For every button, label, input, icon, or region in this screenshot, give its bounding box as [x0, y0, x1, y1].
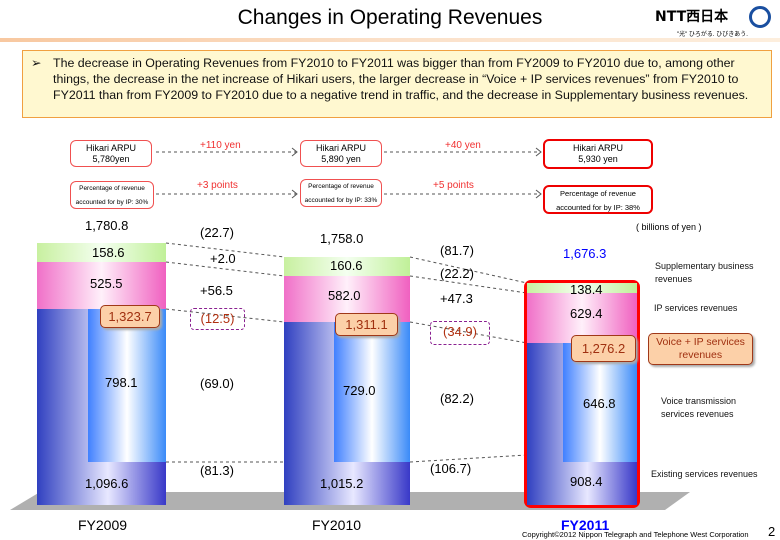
page-title: Changes in Operating Revenues	[237, 6, 543, 29]
ipshare-change-1: +3 points	[197, 180, 238, 191]
bar-fy2009	[37, 243, 166, 505]
total-label: 1,758.0	[320, 231, 364, 246]
voice-ip-label: 1,276.2	[571, 335, 636, 362]
change-total: (81.7)	[440, 243, 474, 258]
voice-label: 646.8	[583, 396, 616, 411]
total-label: 1,780.8	[85, 218, 129, 233]
ip-label: 582.0	[328, 288, 361, 303]
ip-label: 629.4	[570, 306, 603, 321]
voice-ip-label: 1,323.7	[100, 305, 160, 328]
voice-label: 798.1	[105, 375, 138, 390]
change-supplementary: +2.0	[210, 251, 236, 266]
arpu-fy2010: Hikari ARPU 5,890 yen	[300, 140, 382, 167]
arpu-change-2: +40 yen	[445, 140, 481, 151]
ipshare-value: accounted for by IP: 33%	[304, 197, 378, 204]
legend-supplementary: Supplementary business revenues	[655, 261, 754, 284]
connector-voice-1	[165, 308, 285, 323]
change-supplementary: (22.2)	[440, 266, 474, 281]
arpu-label: Hikari ARPU	[572, 143, 623, 153]
ipshare-label: Percentage of revenue	[79, 185, 145, 192]
category-label: FY2010	[312, 517, 362, 533]
legend-ip: IP services revenues	[654, 303, 738, 313]
copyright: Copyright©2012 Nippon Telegraph and Tele…	[522, 530, 749, 539]
voice-label: 729.0	[343, 383, 376, 398]
arpu-value: 5,780yen	[92, 154, 130, 164]
title-divider	[0, 38, 780, 42]
voice-ip-label: 1,311.1	[335, 313, 398, 336]
ipshare-change-2: +5 points	[433, 180, 474, 191]
legend-voice: Voice transmission services revenues	[661, 396, 737, 419]
change-total: (22.7)	[200, 225, 234, 240]
ipshare-value: accounted for by IP: 30%	[75, 199, 149, 206]
legend-voice-ip: Voice + IP services revenues	[648, 333, 753, 365]
ipshare-value: accounted for by IP: 38%	[556, 203, 640, 212]
ipshare-fy2009: Percentage of revenue accounted for by IP…	[70, 181, 154, 209]
ipshare-fy2010: Percentage of revenue accounted for by IP…	[300, 179, 382, 207]
bar-segment-voice	[334, 322, 410, 462]
bar-segment-supplementary	[37, 243, 166, 262]
change-ip: +47.3	[440, 291, 473, 306]
arrow-bullet-icon: ➢	[31, 56, 42, 70]
ip-label: 525.5	[90, 276, 123, 291]
existing-label: 1,015.2	[320, 476, 364, 491]
connector-total-1	[165, 242, 285, 258]
connector-ip-1	[165, 261, 285, 277]
total-label: 1,676.3	[563, 246, 607, 261]
change-existing: (81.3)	[200, 463, 234, 478]
company-logo: NTT西日本 "光" ひろがる. ひびきあう.	[655, 6, 775, 38]
bar-segment-supplementary	[284, 257, 410, 276]
change-voice-ip: (34.9)	[430, 321, 490, 345]
supplementary-label: 160.6	[330, 258, 363, 273]
bar-segment-ip	[37, 262, 166, 309]
arpu-value: 5,890 yen	[321, 154, 361, 164]
bar-segment-voice	[563, 343, 637, 462]
bar-segment-supplementary	[527, 283, 637, 293]
ipshare-label: Percentage of revenue	[560, 189, 636, 198]
bar-segment-voice	[88, 309, 166, 462]
change-voice-ip: (12.5)	[190, 308, 245, 330]
existing-label: 1,096.6	[85, 476, 129, 491]
change-voice: (82.2)	[440, 391, 474, 406]
arpu-label: Hikari ARPU	[315, 143, 366, 153]
change-ip: +56.5	[200, 283, 233, 298]
summary-box: ➢ The decrease in Operating Revenues fro…	[22, 50, 772, 118]
change-voice: (69.0)	[200, 376, 234, 391]
category-label: FY2009	[78, 517, 128, 533]
legend-existing: Existing services revenues	[651, 469, 758, 479]
logo-tagline: "光" ひろがる. ひびきあう.	[677, 32, 748, 38]
arpu-value: 5,930 yen	[578, 154, 618, 164]
bar-fy2011	[524, 280, 640, 508]
ipshare-fy2011: Percentage of revenue accounted for by IP…	[543, 185, 653, 214]
arpu-change-1: +110 yen	[200, 140, 241, 151]
page-number: 2	[768, 524, 776, 539]
unit-label: ( billions of yen )	[636, 222, 702, 232]
arpu-fy2011: Hikari ARPU 5,930 yen	[543, 139, 653, 169]
category-label: FY2011	[561, 517, 610, 533]
bar-segment-ip	[527, 293, 637, 343]
logo-mark-icon	[749, 6, 771, 28]
arpu-fy2009: Hikari ARPU 5,780yen	[70, 140, 152, 167]
supplementary-label: 138.4	[570, 282, 603, 297]
logo-text: NTT西日本	[655, 9, 729, 25]
summary-text: The decrease in Operating Revenues from …	[53, 56, 749, 102]
arpu-label: Hikari ARPU	[85, 143, 136, 153]
ipshare-label: Percentage of revenue	[308, 183, 374, 190]
supplementary-label: 158.6	[92, 245, 125, 260]
existing-label: 908.4	[570, 474, 603, 489]
change-existing: (106.7)	[430, 461, 472, 476]
